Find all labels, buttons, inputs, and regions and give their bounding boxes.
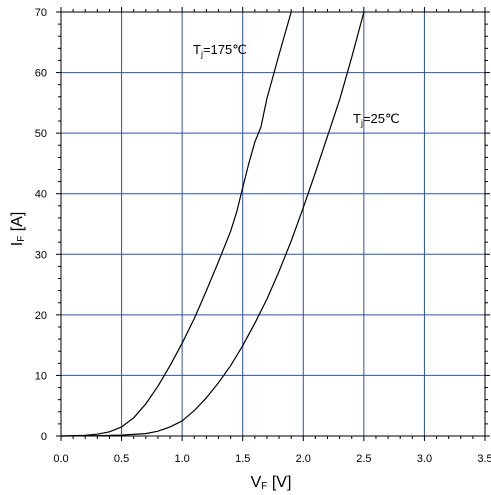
x-axis-label: VF [V] [251,474,292,492]
x-tick-label: 1.0 [174,453,189,465]
x-tick-label: 3.5 [477,453,491,465]
series-label-25: Tj=25℃ [353,111,400,128]
y-tick-label: 30 [35,249,47,261]
x-tick-label: 3.0 [417,453,432,465]
y-tick-label: 0 [41,431,47,443]
series-label-175: Tj=175℃ [193,42,247,59]
series-line-25 [60,11,365,437]
x-tick-label: 2.5 [356,453,371,465]
series-lines [60,11,365,437]
series-line-175 [60,11,292,437]
y-tick-label: 60 [35,68,47,80]
y-tick-label: 10 [35,370,47,382]
y-tick-label: 70 [35,7,47,19]
plot-frame [60,11,486,437]
grid [61,12,485,436]
x-tick-label: 1.5 [235,453,250,465]
y-axis-label: IF [A] [9,212,27,247]
x-tick-label: 0.5 [114,453,129,465]
x-tick-label: 0.0 [53,453,68,465]
tick-labels: 0.0 0.5 1.0 1.5 2.0 2.5 3.0 3.5 0 10 20 30 40 50 60 70 [35,7,491,465]
y-tick-label: 20 [35,310,47,322]
y-tick-label: 40 [35,189,47,201]
y-tick-label: 50 [35,128,47,140]
x-tick-label: 2.0 [296,453,311,465]
